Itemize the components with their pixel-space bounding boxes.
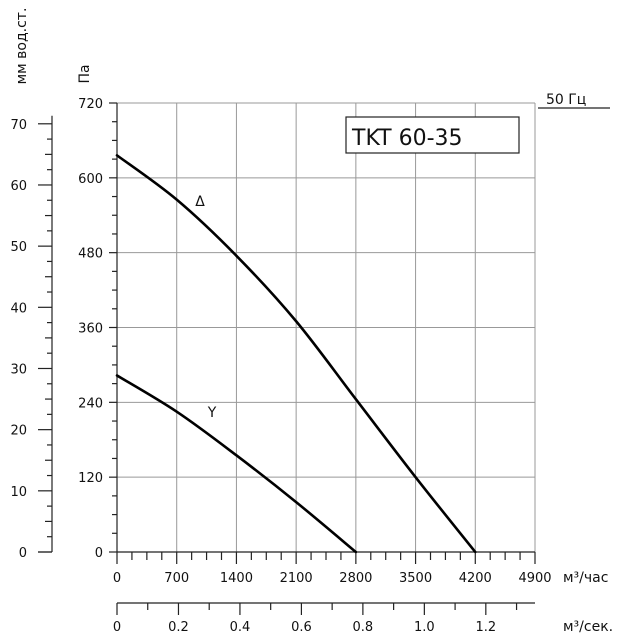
chart-curves <box>115 154 477 554</box>
x-axis-hour-tick-label: 2100 <box>280 571 313 586</box>
y-axis-pa-tick-label: 600 <box>78 172 103 187</box>
x-axis-hour-tick-label: 2800 <box>339 571 372 586</box>
y-axis-mm-tick-label: 40 <box>10 301 27 316</box>
x-axis-hour-unit-label: м³/час <box>563 570 608 586</box>
x-axis-sec-tick-label: 0.4 <box>230 620 251 635</box>
x-axis-sec-tick-label: 0 <box>113 620 121 635</box>
x-axis-sec-tick-label: 1.0 <box>414 620 435 635</box>
x-axis-hour-tick-label: 700 <box>164 571 189 586</box>
x-axis-sec-tick-label: 0.6 <box>291 620 312 635</box>
frequency-label: 50 Гц <box>546 92 586 108</box>
series-label: Y <box>207 405 217 421</box>
series-label: Δ <box>195 194 205 210</box>
x-axis-sec-tick-label: 0.8 <box>353 620 374 635</box>
x-axis-sec-tick-label: 0.2 <box>168 620 189 635</box>
y-axis-mm-tick-label: 70 <box>10 118 27 133</box>
y-axis-mm-tick-label: 30 <box>10 362 27 377</box>
x-axis-sec-tick-label: 1.2 <box>475 620 496 635</box>
x-axis-hour-tick-label: 3500 <box>399 571 432 586</box>
y-axis-mm-tick-label: 50 <box>10 240 27 255</box>
y-axis-pa-tick-label: 240 <box>78 396 103 411</box>
y-axis-pa-tick-label: 360 <box>78 322 103 337</box>
y-axis-pa-title: Па <box>77 64 93 83</box>
y-axis-pa-tick-label: 0 <box>95 546 103 561</box>
y-axis-pa-tick-label: 120 <box>78 471 103 486</box>
y-axis-pa-tick-label: 480 <box>78 247 103 262</box>
x-axis-hour-tick-label: 4200 <box>459 571 492 586</box>
y-axis-mm-tick-label: 10 <box>10 485 27 500</box>
x-axis-hour-tick-label: 1400 <box>220 571 253 586</box>
x-axis-hour-tick-label: 0 <box>113 571 121 586</box>
y-axis-mm-tick-label: 0 <box>19 546 27 561</box>
plot-grid <box>117 102 536 552</box>
chart-axes <box>38 102 610 615</box>
series-curve-delta <box>115 154 477 554</box>
y-axis-pa-tick-label: 720 <box>78 97 103 112</box>
series-curve-y <box>115 374 358 554</box>
x-axis-hour-tick-label: 4900 <box>518 571 551 586</box>
title-box <box>345 116 520 154</box>
y-axis-mm-tick-label: 20 <box>10 424 27 439</box>
x-axis-sec-unit-label: м³/сек. <box>563 619 613 635</box>
y-axis-mm-title: мм вод.ст. <box>14 8 30 85</box>
y-axis-mm-tick-label: 60 <box>10 179 27 194</box>
chart-title: TKT 60-35 <box>351 126 463 151</box>
